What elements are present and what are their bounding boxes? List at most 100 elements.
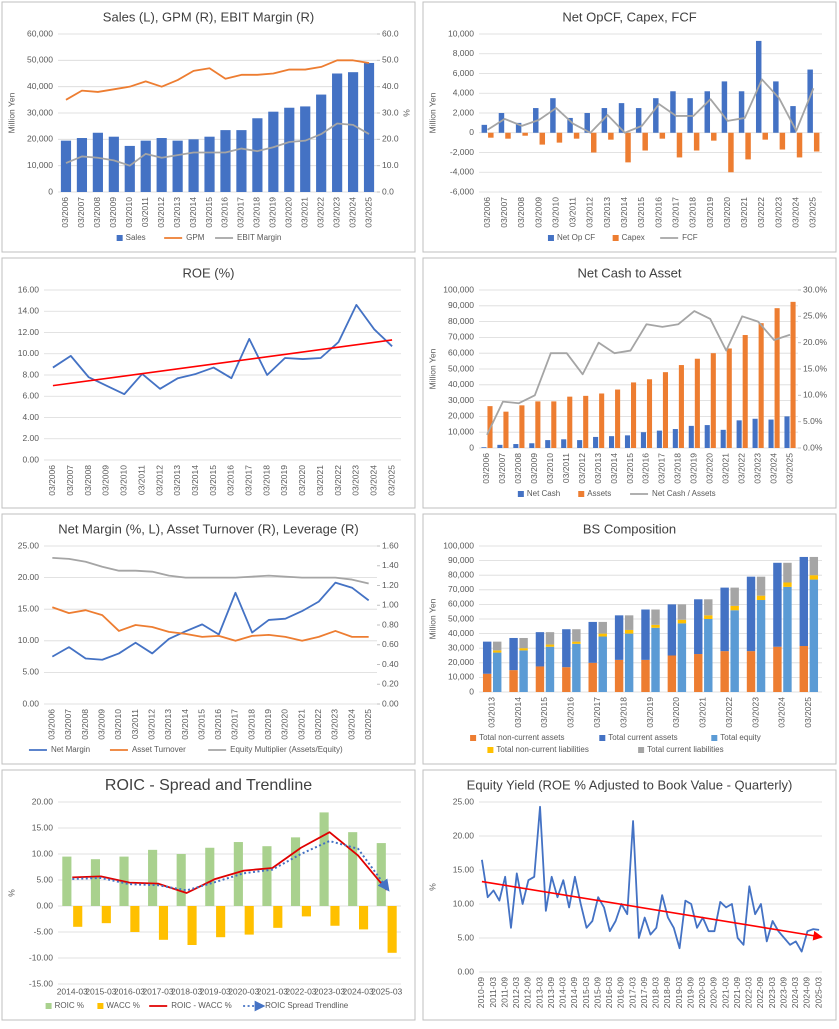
y-tick-label: 20,000 — [27, 134, 53, 144]
bar — [319, 812, 329, 906]
bar — [659, 132, 666, 139]
x-tick-label: 2024-03 — [343, 986, 374, 996]
x-tick-label: 03/2006 — [481, 453, 491, 484]
y-tick-label: 2,000 — [453, 107, 475, 117]
bar — [651, 627, 660, 692]
legend-label: Capex — [622, 233, 645, 242]
bar — [752, 418, 758, 448]
bar — [773, 562, 782, 647]
bar — [562, 629, 571, 668]
bar — [624, 435, 631, 448]
bar — [515, 122, 522, 133]
bar — [158, 906, 169, 940]
bar — [677, 623, 687, 692]
x-tick-label: 03/2020 — [297, 465, 307, 496]
x-tick-label: 03/2024 — [768, 453, 778, 484]
x-tick-label: 2023-09 — [778, 977, 788, 1008]
bar — [529, 443, 535, 448]
y2-tick-label: 15.0% — [803, 363, 828, 373]
bar — [688, 425, 694, 448]
bar — [807, 69, 813, 133]
bar — [562, 667, 571, 692]
x-tick-label: 03/2010 — [545, 453, 555, 484]
bar — [678, 365, 684, 448]
bar — [148, 849, 158, 906]
y-tick-label: 5.00 — [457, 932, 474, 942]
x-tick-label: 03/2012 — [577, 453, 587, 484]
legend-swatch — [45, 1003, 52, 1009]
legend-swatch — [517, 491, 524, 497]
bar — [535, 632, 545, 667]
y-tick-label: 100,000 — [443, 284, 474, 294]
x-tick-label: 03/2011 — [130, 709, 140, 739]
bar — [76, 138, 88, 192]
y-tick-label: 5.00 — [36, 874, 53, 884]
x-tick-label: 03/2016 — [653, 197, 663, 228]
x-tick-label: 03/2024 — [346, 709, 356, 740]
bar — [244, 906, 254, 935]
legend-label: Net Cash / Assets — [652, 489, 716, 498]
y-axis-title: Million Yen — [427, 598, 437, 639]
bar — [704, 619, 713, 692]
x-tick-label: 03/2013 — [602, 197, 612, 228]
bar — [545, 644, 555, 647]
x-tick-label: 03/2007 — [76, 197, 86, 228]
bar — [130, 906, 140, 932]
x-tick-label: 03/2008 — [516, 197, 526, 228]
bar — [809, 556, 819, 576]
x-tick-label: 03/2018 — [673, 453, 683, 484]
bar — [720, 587, 729, 652]
y2-tick-label: 0.0 — [382, 186, 394, 196]
legend-label: Sales — [126, 233, 146, 242]
chart-title: Net Margin (%, L), Asset Turnover (R), L… — [58, 521, 359, 536]
bar — [347, 72, 359, 192]
legend-label: ROIC % — [55, 1001, 84, 1010]
bar — [101, 906, 111, 924]
legend-label: ROIC - WACC % — [171, 1001, 232, 1010]
x-tick-label: 03/2014 — [513, 697, 523, 728]
x-tick-label: 03/2017 — [670, 197, 680, 228]
y-axis-title: % — [6, 889, 16, 897]
bar — [204, 136, 215, 192]
x-tick-label: 03/2019 — [263, 709, 273, 740]
x-tick-label: 03/2023 — [351, 465, 361, 496]
y-tick-label: 8,000 — [453, 48, 475, 58]
bar — [492, 650, 502, 653]
y2-tick-label: 0.40 — [382, 659, 399, 669]
bar — [156, 138, 167, 192]
x-tick-label: 2021-09 — [732, 977, 742, 1008]
legend-label: Net Cash — [527, 489, 560, 498]
x-tick-label: 03/2019 — [689, 453, 699, 484]
y-tick-label: 10,000 — [448, 672, 474, 682]
x-tick-label: 03/2023 — [752, 453, 762, 484]
line — [72, 831, 388, 894]
x-tick-label: 2018-03 — [171, 986, 202, 996]
y2-tick-label: 1.00 — [382, 600, 399, 610]
y-tick-label: 8.00 — [22, 369, 39, 379]
legend-label: ROIC Spread Trendline — [265, 1001, 349, 1010]
x-tick-label: 03/2016 — [213, 709, 223, 740]
y2-tick-label: 1.20 — [382, 580, 399, 590]
bar — [790, 106, 796, 133]
bar — [624, 633, 634, 692]
legend-swatch — [487, 747, 494, 753]
y-tick-label: 90,000 — [448, 555, 474, 565]
bar — [205, 847, 215, 906]
y2-tick-label: 0.20 — [382, 679, 399, 689]
x-tick-label: 2018-03 — [651, 977, 661, 1008]
bar — [624, 615, 634, 630]
bar — [387, 906, 397, 953]
legend-swatch — [638, 747, 645, 753]
x-tick-label: 2021-03 — [720, 977, 730, 1008]
x-tick-label: 03/2012 — [146, 709, 156, 740]
bar — [614, 659, 624, 692]
y-tick-label: 20,000 — [448, 411, 474, 421]
bar — [746, 651, 756, 692]
bar — [796, 132, 803, 158]
bar — [730, 605, 739, 611]
bar — [774, 308, 780, 448]
y-tick-label: 4.00 — [22, 412, 39, 422]
chart-title: ROE (%) — [183, 265, 235, 280]
y2-tick-label: 20.0% — [803, 337, 828, 347]
